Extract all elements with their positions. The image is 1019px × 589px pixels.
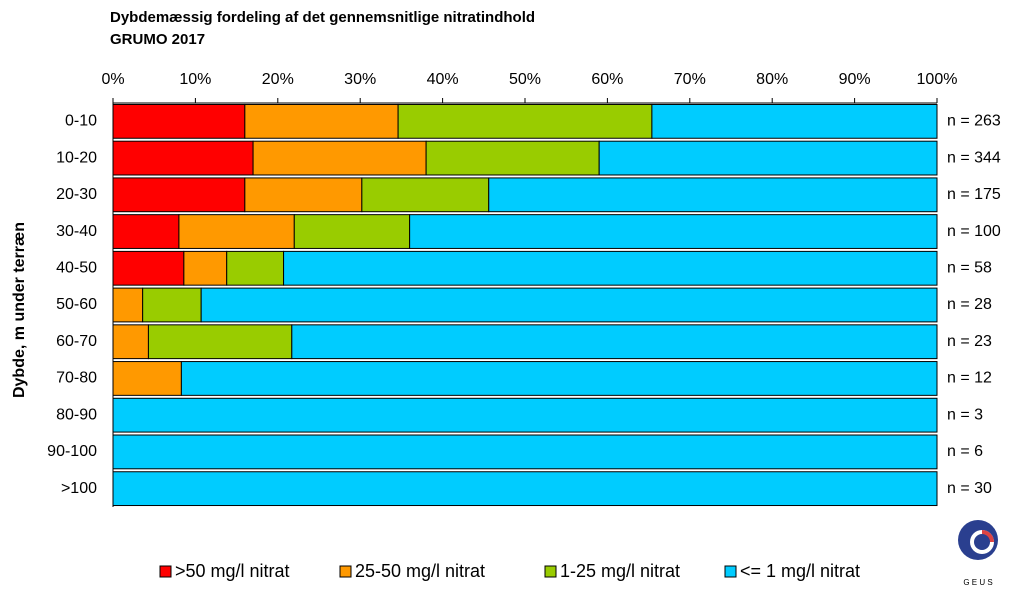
bar-segment: [226, 250, 285, 286]
bar-segment: [142, 287, 202, 323]
bar-segment: [598, 140, 938, 176]
bar-segment: [178, 214, 295, 249]
legend-label: <= 1 mg/l nitrat: [740, 561, 860, 581]
legend-swatch: [724, 565, 737, 578]
sample-count: n = 12: [947, 370, 992, 387]
x-tick-label: 20%: [262, 71, 294, 88]
y-tick-label: 30-40: [56, 223, 97, 240]
x-tick-label: 40%: [427, 71, 459, 88]
x-tick-label: 90%: [839, 71, 871, 88]
bar-segment: [283, 250, 938, 286]
x-tick-label: 100%: [917, 71, 958, 88]
bar-segment: [112, 287, 144, 323]
y-tick-label: 60-70: [56, 333, 97, 350]
chart-title: Dybdemæssig fordeling af det gennemsnitl…: [110, 9, 535, 26]
y-tick-label: 90-100: [47, 443, 97, 460]
y-tick-label: 20-30: [56, 186, 97, 203]
legend-label: >50 mg/l nitrat: [175, 561, 290, 581]
sample-count: n = 6: [947, 443, 983, 460]
sample-count: n = 28: [947, 296, 992, 313]
bar-segment: [397, 103, 653, 139]
bar-segment: [112, 397, 938, 433]
y-tick-label: 80-90: [56, 406, 97, 423]
bar-segment: [244, 177, 363, 213]
bar-segment: [112, 140, 254, 176]
sample-count: n = 100: [947, 223, 1001, 240]
y-tick-label: 50-60: [56, 296, 97, 313]
bar-segment: [183, 250, 228, 286]
bar-segment: [252, 140, 427, 176]
x-tick-label: 50%: [509, 71, 541, 88]
bar-segment: [425, 140, 600, 176]
x-tick-label: 60%: [591, 71, 623, 88]
legend-label: 1-25 mg/l nitrat: [560, 561, 680, 581]
bar-segment: [293, 214, 411, 249]
bar-segment: [244, 103, 399, 139]
y-tick-label: 70-80: [56, 370, 97, 387]
y-axis-title: Dybde, m under terræn: [11, 222, 28, 398]
bar-segment: [112, 324, 149, 360]
sample-count: n = 23: [947, 333, 992, 350]
bar-segment: [361, 177, 490, 213]
legend-swatch: [159, 565, 172, 578]
bar-segment: [112, 103, 246, 139]
legend-swatch: [544, 565, 557, 578]
y-tick-label: 10-20: [56, 149, 97, 166]
bar-segment: [112, 434, 938, 470]
sample-count: n = 30: [947, 480, 992, 497]
bar-segment: [112, 471, 938, 507]
y-tick-label: 40-50: [56, 259, 97, 276]
logo-text: G E U S: [963, 578, 992, 587]
x-tick-label: 10%: [179, 71, 211, 88]
x-tick-label: 0%: [101, 71, 124, 88]
sample-count: n = 58: [947, 259, 992, 276]
bar-segment: [112, 214, 180, 249]
bar-segment: [112, 361, 182, 396]
bar-segment: [112, 250, 185, 286]
sample-count: n = 344: [947, 149, 1001, 166]
legend-label: 25-50 mg/l nitrat: [355, 561, 485, 581]
bar-segment: [112, 177, 246, 213]
bar-segment: [409, 214, 938, 249]
bar-segment: [488, 177, 938, 213]
x-tick-label: 70%: [674, 71, 706, 88]
bar-segment: [651, 103, 938, 139]
sample-count: n = 263: [947, 113, 1001, 130]
sample-count: n = 175: [947, 186, 1001, 203]
y-tick-label: >100: [61, 480, 97, 497]
logo: G E U S: [958, 520, 998, 587]
x-tick-label: 80%: [756, 71, 788, 88]
sample-count: n = 3: [947, 406, 983, 423]
legend-swatch: [339, 565, 352, 578]
bar-segment: [147, 324, 293, 360]
y-tick-label: 0-10: [65, 113, 97, 130]
x-tick-label: 30%: [344, 71, 376, 88]
bar-segment: [200, 287, 938, 323]
bar-segment: [291, 324, 938, 360]
bar-segment: [180, 361, 938, 396]
chart-subtitle: GRUMO 2017: [110, 31, 205, 48]
